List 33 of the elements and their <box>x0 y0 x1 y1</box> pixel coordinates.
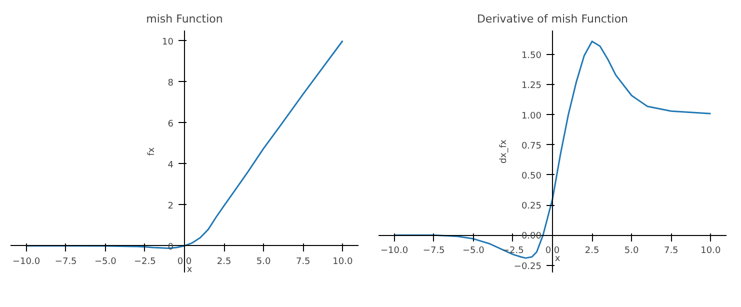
chart-title: Derivative of mish Function <box>476 12 628 26</box>
y-tick-label: 1.00 <box>521 111 542 122</box>
x-tick-label: −5.0 <box>94 256 117 267</box>
x-axis-title: x <box>554 254 561 264</box>
y-tick-label: 0.75 <box>521 141 542 152</box>
y-tick-label: 0.50 <box>521 171 542 182</box>
y-axis-title: fx <box>147 146 158 156</box>
y-tick-label: 2 <box>168 201 174 212</box>
x-tick-label: 10.0 <box>700 246 721 256</box>
x-tick-label: −2.5 <box>134 256 156 267</box>
x-tick-label: 5.0 <box>256 256 272 267</box>
y-axis-title: dx_fx <box>498 138 509 164</box>
y-tick-label: 8 <box>168 78 174 88</box>
x-tick-label: 2.5 <box>584 246 600 256</box>
chart-title: mish Function <box>146 12 223 26</box>
x-tick-label: 10.0 <box>332 256 353 267</box>
x-tick-label: 7.5 <box>664 246 678 256</box>
x-tick-label: 2.5 <box>216 256 232 267</box>
x-tick-label: −7.5 <box>54 256 77 267</box>
x-tick-label: 7.5 <box>296 256 310 267</box>
x-tick-label: 5.0 <box>624 246 640 256</box>
y-tick-label: 0.25 <box>521 202 542 212</box>
x-tick-label: −7.5 <box>422 246 445 256</box>
y-tick-label: 6 <box>168 119 174 130</box>
y-tick-label: 4 <box>168 160 174 170</box>
y-tick-label: 1.25 <box>521 81 542 92</box>
x-tick-label: −5.0 <box>462 246 485 256</box>
x-axis-title: x <box>186 264 193 275</box>
y-tick-label: 1.50 <box>521 51 542 62</box>
x-tick-label: −10.0 <box>12 256 40 267</box>
x-tick-label: −10.0 <box>380 246 408 256</box>
y-tick-label: 10 <box>162 37 174 48</box>
y-tick-label: −0.25 <box>514 262 542 272</box>
